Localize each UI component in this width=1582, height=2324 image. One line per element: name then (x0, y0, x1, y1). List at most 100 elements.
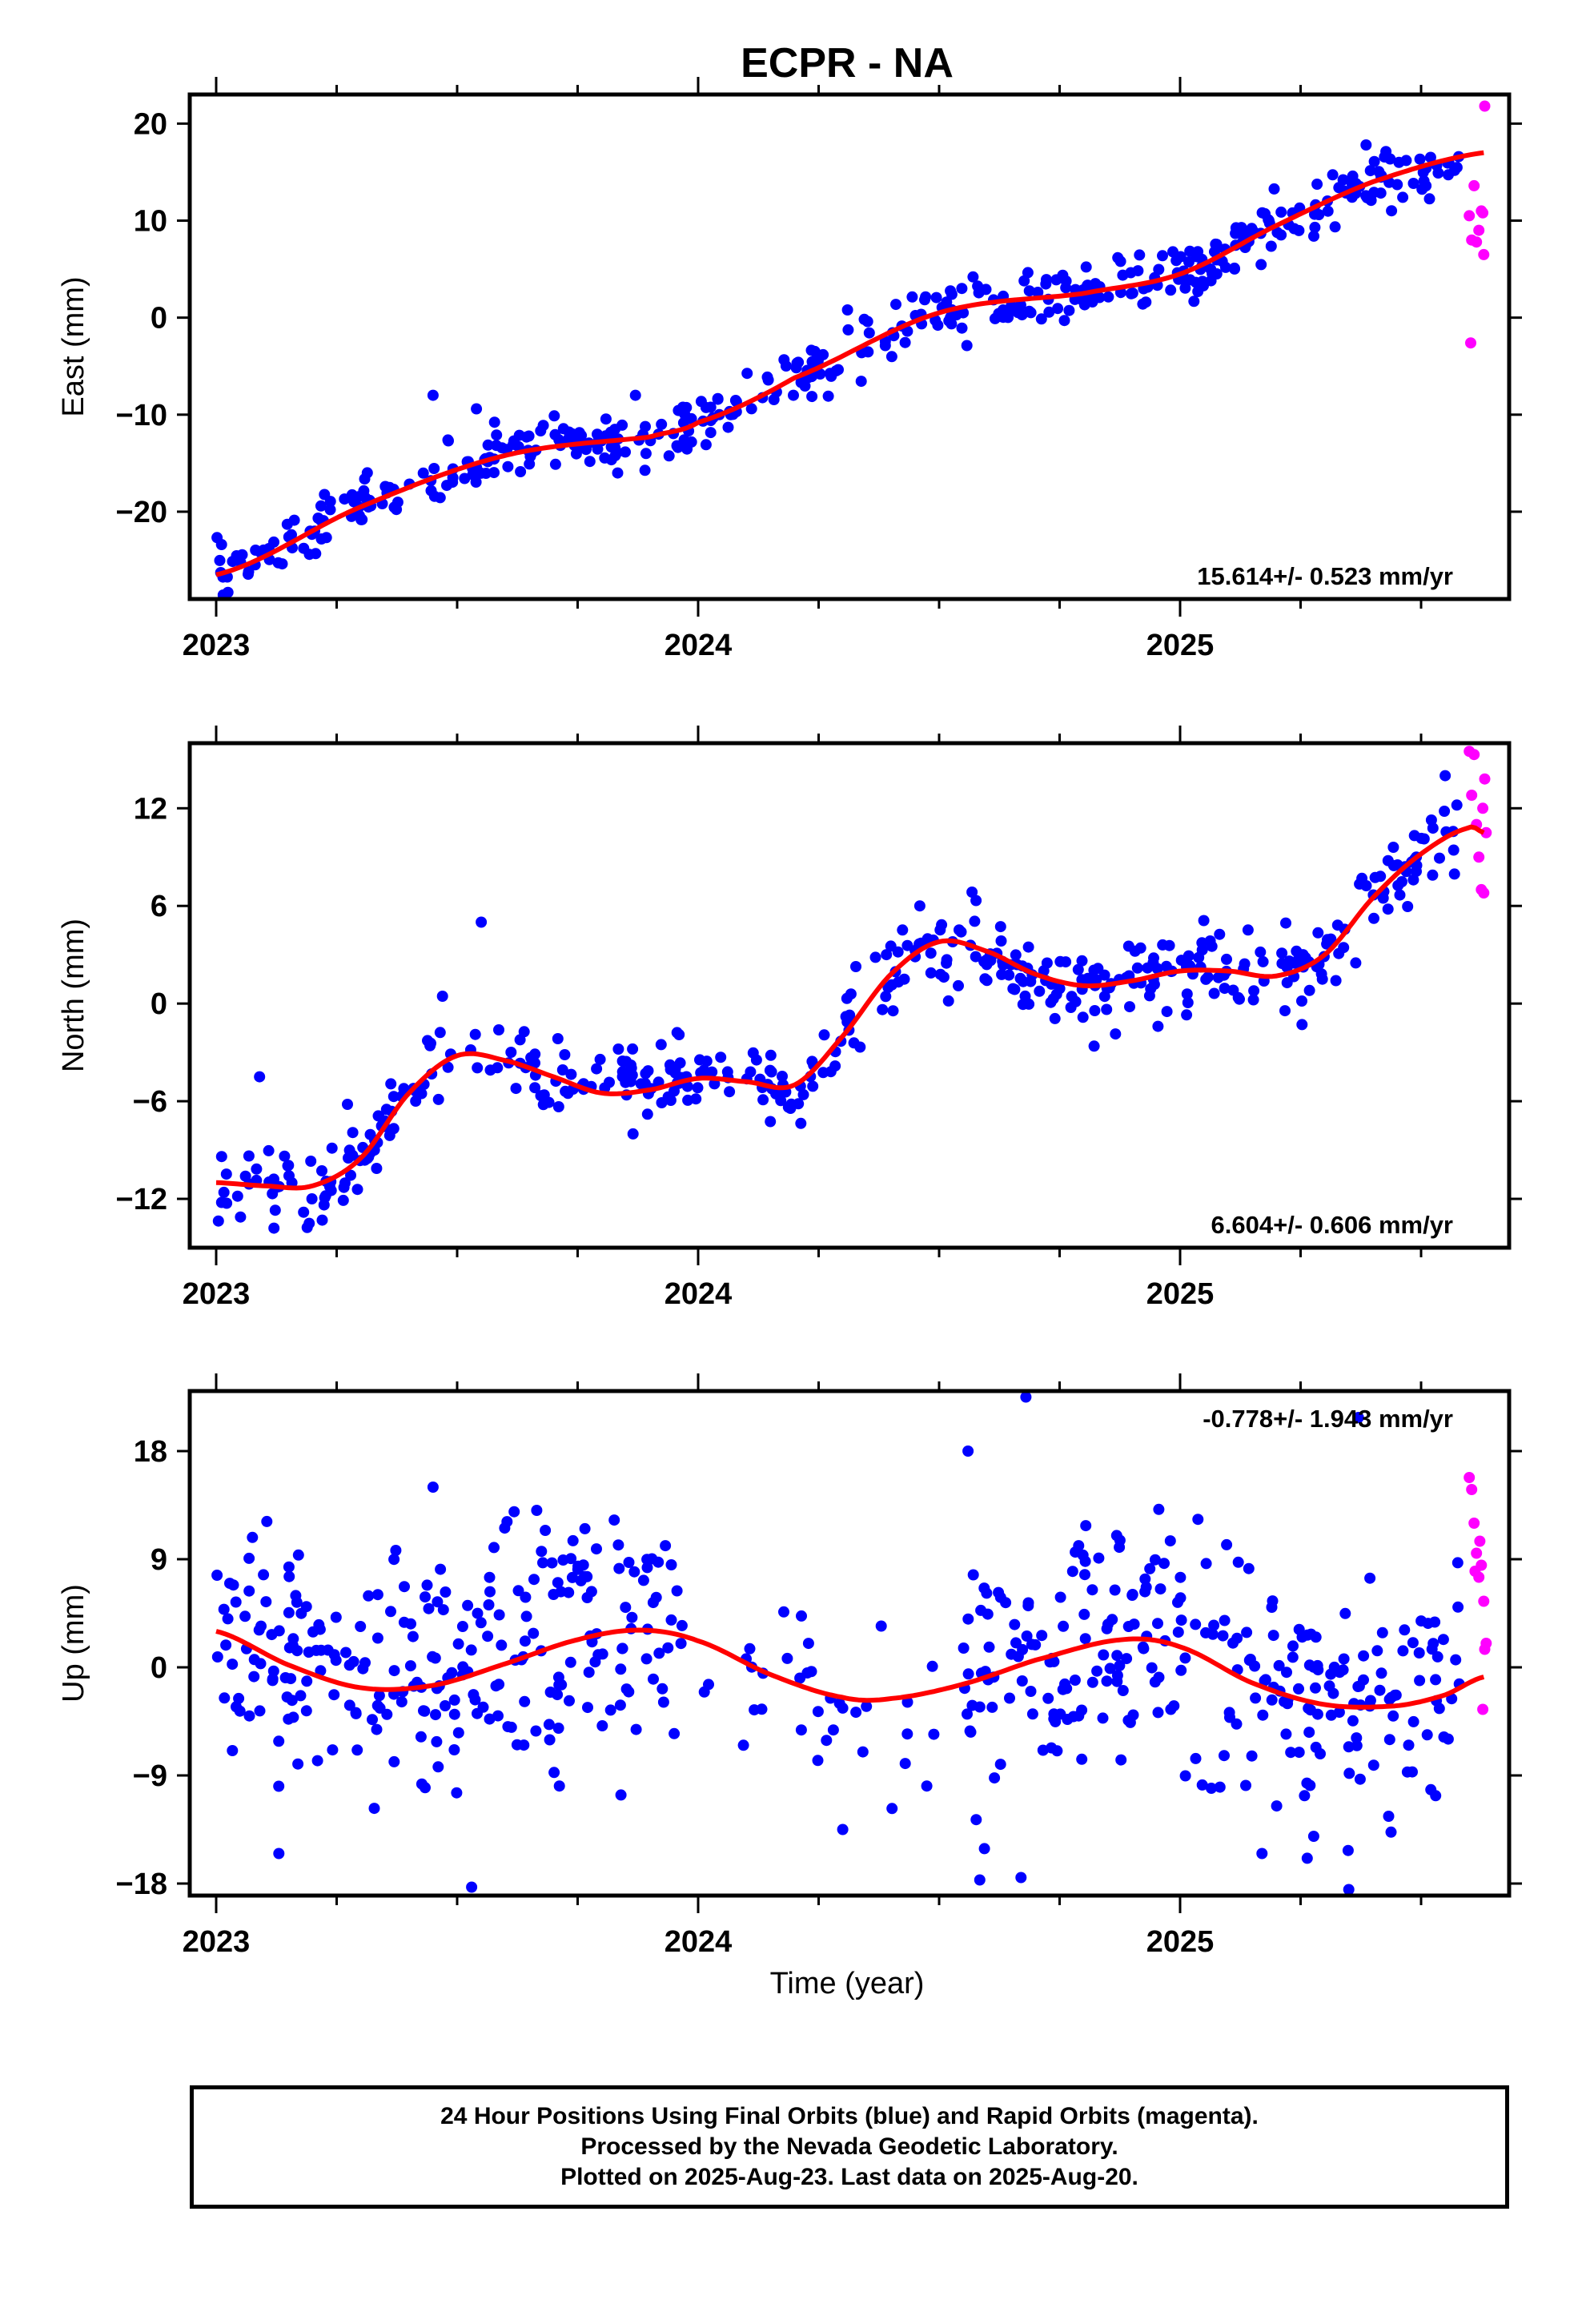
final-orbit-point (970, 1814, 982, 1826)
final-orbit-point (615, 1789, 627, 1801)
north-y-tick-label: −12 (116, 1183, 167, 1216)
final-orbit-point (741, 368, 753, 380)
final-orbit-point (675, 1638, 687, 1650)
final-orbit-point (837, 1823, 849, 1835)
final-orbit-point (1354, 878, 1366, 890)
rapid-orbit-point (1468, 749, 1480, 761)
final-orbit-point (1073, 1710, 1085, 1722)
final-orbit-point (1311, 179, 1323, 190)
final-orbit-point (1112, 251, 1124, 263)
final-orbit-point (1343, 1884, 1355, 1896)
final-orbit-point (1076, 1753, 1088, 1765)
final-orbit-point (225, 613, 236, 624)
final-orbit-point (640, 1653, 652, 1665)
final-orbit-point (519, 1635, 531, 1647)
final-orbit-point (1140, 296, 1152, 308)
final-orbit-point (1058, 1620, 1070, 1632)
final-orbit-point (1416, 183, 1428, 195)
final-orbit-point (442, 1061, 454, 1073)
final-orbit-point (1338, 1653, 1350, 1665)
final-orbit-point (890, 299, 901, 311)
final-orbit-point (1265, 240, 1277, 252)
final-orbit-point (817, 1067, 829, 1079)
final-orbit-point (543, 1719, 555, 1731)
final-orbit-point (318, 1199, 330, 1211)
final-orbit-point (1106, 1614, 1118, 1626)
final-orbit-point (899, 336, 911, 348)
final-orbit-point (1172, 1626, 1184, 1638)
final-orbit-point (966, 887, 978, 898)
final-orbit-point (978, 1582, 990, 1594)
final-orbit-point (572, 1563, 584, 1575)
final-orbit-point (407, 1630, 419, 1642)
final-orbit-point (1386, 205, 1398, 217)
final-orbit-point (347, 1127, 359, 1139)
final-orbit-point (938, 971, 950, 983)
final-orbit-point (1124, 1001, 1135, 1013)
final-orbit-point (1076, 974, 1088, 986)
final-orbit-point (567, 1534, 579, 1546)
final-orbit-point (1129, 945, 1141, 957)
final-orbit-point (850, 1707, 862, 1719)
final-orbit-point (1018, 275, 1030, 287)
final-orbit-point (793, 356, 805, 368)
final-orbit-point (1097, 1712, 1109, 1724)
final-orbit-point (1207, 267, 1219, 279)
final-orbit-point (1121, 1653, 1133, 1665)
east-y-tick-label: −10 (116, 399, 167, 432)
final-orbit-point (518, 1026, 530, 1038)
final-orbit-point (930, 314, 942, 326)
final-orbit-point (812, 1706, 824, 1718)
final-orbit-point (886, 1803, 898, 1815)
final-orbit-point (215, 1196, 227, 1208)
final-orbit-point (556, 1679, 568, 1691)
final-orbit-point (919, 294, 930, 306)
final-orbit-point (292, 1549, 304, 1561)
final-orbit-point (211, 532, 223, 544)
final-orbit-point (995, 935, 1007, 947)
final-orbit-point (1026, 1708, 1038, 1720)
north-x-tick-label: 2023 (183, 1277, 251, 1311)
final-orbit-point (1117, 269, 1129, 281)
final-orbit-point (1397, 191, 1409, 203)
final-orbit-point (1042, 1692, 1054, 1704)
final-orbit-point (1026, 1638, 1038, 1651)
final-orbit-point (434, 492, 446, 504)
final-orbit-point (268, 1222, 280, 1234)
final-orbit-point (283, 1561, 295, 1573)
final-orbit-point (1153, 1503, 1165, 1515)
final-orbit-point (641, 1108, 653, 1120)
final-orbit-point (591, 1063, 603, 1075)
final-orbit-point (1054, 1591, 1066, 1603)
up-y-tick-label: −9 (133, 1759, 167, 1793)
final-orbit-point (1088, 1040, 1100, 1052)
final-orbit-point (1014, 972, 1026, 984)
east-y-tick-label: −20 (116, 496, 167, 529)
final-orbit-point (544, 1734, 556, 1746)
final-orbit-point (219, 1692, 231, 1704)
final-orbit-point (1303, 1703, 1315, 1715)
panel-east: 20 10 0 −10 −20 2023 2024 2025 East (mm) 15.614+/… (57, 77, 1522, 662)
final-orbit-point (540, 1525, 552, 1536)
final-orbit-point (1293, 1683, 1304, 1695)
final-orbit-point (648, 1673, 659, 1685)
final-orbit-point (700, 439, 712, 451)
final-orbit-point (423, 1602, 435, 1614)
final-orbit-point (328, 1649, 340, 1661)
final-orbit-point (452, 1638, 464, 1650)
final-orbit-point (614, 1699, 626, 1711)
final-orbit-point (1275, 206, 1287, 218)
final-orbit-point (1227, 984, 1239, 996)
final-orbit-point (985, 955, 997, 967)
final-orbit-point (528, 1574, 540, 1586)
final-orbit-point (1241, 1626, 1253, 1638)
rapid-orbit-point (1471, 1547, 1483, 1559)
final-orbit-point (565, 1068, 577, 1080)
final-orbit-point (1144, 1562, 1156, 1574)
final-orbit-point (1246, 1750, 1258, 1762)
final-orbit-point (462, 1599, 474, 1611)
final-orbit-point (608, 1514, 620, 1526)
final-orbit-point (953, 979, 964, 991)
final-orbit-point (211, 1570, 223, 1581)
final-orbit-point (1010, 949, 1022, 961)
